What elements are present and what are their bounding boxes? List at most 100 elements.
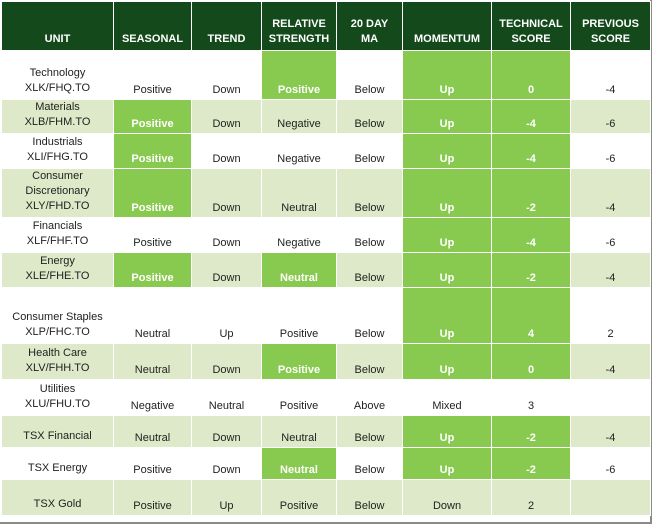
relative-strength-cell: Negative [261, 99, 337, 134]
trend-cell: Down [191, 217, 262, 253]
unit-cell: TSX Gold [1, 479, 114, 516]
relative-strength-cell: Positive [261, 50, 337, 100]
technical-scorecard-table: UNIT SEASONAL TREND RELATIVE STRENGTH 20 … [1, 1, 651, 516]
technical-score-cell: 3 [491, 379, 571, 416]
ma20-cell: Below [336, 252, 403, 288]
momentum-cell: Up [402, 415, 492, 448]
unit-label-line: XLE/FHE.TO [25, 270, 90, 282]
unit-label-line: Consumer [32, 170, 83, 182]
table-row: Consumer Staples XLP/FHC.TO Neutral Up Posit… [1, 287, 651, 344]
momentum-cell: Down [402, 479, 492, 516]
header-unit: UNIT [1, 1, 114, 51]
header-technical-score: TECHNICAL SCORE [491, 1, 571, 51]
relative-strength-cell: Neutral [261, 252, 337, 288]
technical-score-cell: -4 [491, 99, 571, 134]
unit-cell: Consumer Discretionary XLY/FHD.TO [1, 168, 114, 218]
technical-score-cell: -2 [491, 415, 571, 448]
trend-cell: Down [191, 168, 262, 218]
seasonal-cell: Positive [113, 50, 192, 100]
table-row: Technology XLK/FHQ.TO Positive Down Positive… [1, 50, 651, 100]
header-momentum: MOMENTUM [402, 1, 492, 51]
header-relative-strength: RELATIVE STRENGTH [261, 1, 337, 51]
unit-label-line: Financials [32, 220, 83, 232]
unit-cell: Financials XLF/FHF.TO [1, 217, 114, 253]
table-row: Industrials XLI/FHG.TO Positive Down Negativ… [1, 133, 651, 169]
trend-cell: Down [191, 50, 262, 100]
technical-score-cell: -4 [491, 217, 571, 253]
unit-cell: Consumer Staples XLP/FHC.TO [1, 287, 114, 344]
ma20-cell: Below [336, 217, 403, 253]
technical-score-cell: 4 [491, 287, 571, 344]
table-row: Utilities XLU/FHU.TO Negative Neutral Positi… [1, 379, 651, 416]
unit-cell: Materials XLB/FHM.TO [1, 99, 114, 134]
ma20-cell: Below [336, 415, 403, 448]
previous-score-cell [570, 479, 651, 516]
unit-label-line: Discretionary [25, 185, 90, 197]
unit-label-line: XLV/FHH.TO [25, 362, 90, 374]
unit-label-line: Consumer Staples [12, 311, 103, 323]
table-row: Materials XLB/FHM.TO Positive Down Negative B… [1, 99, 651, 134]
unit-cell: TSX Financial [1, 415, 114, 448]
header-20-day-ma: 20 DAY MA [336, 1, 403, 51]
momentum-cell: Up [402, 99, 492, 134]
unit-label-line: Utilities [39, 383, 76, 395]
table-row: TSX Gold Positive Up Positive Below Down 2 [1, 479, 651, 516]
seasonal-cell: Negative [113, 379, 192, 416]
trend-cell: Down [191, 99, 262, 134]
unit-label-line: XLB/FHM.TO [24, 116, 91, 128]
unit-cell: Utilities XLU/FHU.TO [1, 379, 114, 416]
relative-strength-cell: Neutral [261, 168, 337, 218]
momentum-cell: Mixed [402, 379, 492, 416]
unit-cell: Industrials XLI/FHG.TO [1, 133, 114, 169]
momentum-cell: Up [402, 168, 492, 218]
table-row: Financials XLF/FHF.TO Positive Down Negative… [1, 217, 651, 253]
unit-label-line: TSX Energy [27, 462, 88, 474]
ma20-cell: Below [336, 447, 403, 480]
trend-cell: Up [191, 287, 262, 344]
header-seasonal: SEASONAL [113, 1, 192, 51]
relative-strength-cell: Positive [261, 379, 337, 416]
unit-label-line: Health Care [28, 347, 87, 359]
unit-cell: Energy XLE/FHE.TO [1, 252, 114, 288]
seasonal-cell: Positive [113, 168, 192, 218]
momentum-cell: Up [402, 287, 492, 344]
seasonal-cell: Neutral [113, 287, 192, 344]
ma20-cell: Below [336, 343, 403, 380]
ma20-cell: Below [336, 287, 403, 344]
header-trend: TREND [191, 1, 262, 51]
unit-label-line: XLK/FHQ.TO [24, 82, 91, 94]
relative-strength-cell: Negative [261, 133, 337, 169]
trend-cell: Down [191, 133, 262, 169]
table-row: TSX Energy Positive Down Neutral Below Up -2 -6 [1, 447, 651, 480]
unit-label-line: Industrials [32, 136, 83, 148]
seasonal-cell: Positive [113, 133, 192, 169]
previous-score-cell: -4 [570, 415, 651, 448]
trend-cell: Up [191, 479, 262, 516]
unit-label-line: XLU/FHU.TO [24, 398, 91, 410]
momentum-cell: Up [402, 50, 492, 100]
seasonal-cell: Positive [113, 479, 192, 516]
ma20-cell: Below [336, 479, 403, 516]
trend-cell: Down [191, 447, 262, 480]
ma20-cell: Below [336, 168, 403, 218]
seasonal-cell: Positive [113, 217, 192, 253]
seasonal-cell: Positive [113, 447, 192, 480]
relative-strength-cell: Negative [261, 217, 337, 253]
technical-score-cell: -2 [491, 447, 571, 480]
momentum-cell: Up [402, 252, 492, 288]
previous-score-cell: -4 [570, 343, 651, 380]
unit-label-line: XLY/FHD.TO [25, 200, 90, 212]
technical-score-cell: 0 [491, 50, 571, 100]
trend-cell: Neutral [191, 379, 262, 416]
seasonal-cell: Positive [113, 252, 192, 288]
technical-score-cell: -4 [491, 133, 571, 169]
previous-score-cell: 2 [570, 287, 651, 344]
unit-label-line: XLI/FHG.TO [27, 151, 88, 163]
relative-strength-cell: Positive [261, 287, 337, 344]
technical-score-cell: 0 [491, 343, 571, 380]
seasonal-cell: Positive [113, 99, 192, 134]
unit-cell: Technology XLK/FHQ.TO [1, 50, 114, 100]
unit-label-line: XLF/FHF.TO [26, 235, 89, 247]
technical-score-cell: -2 [491, 252, 571, 288]
unit-label-line: Technology [29, 67, 86, 79]
